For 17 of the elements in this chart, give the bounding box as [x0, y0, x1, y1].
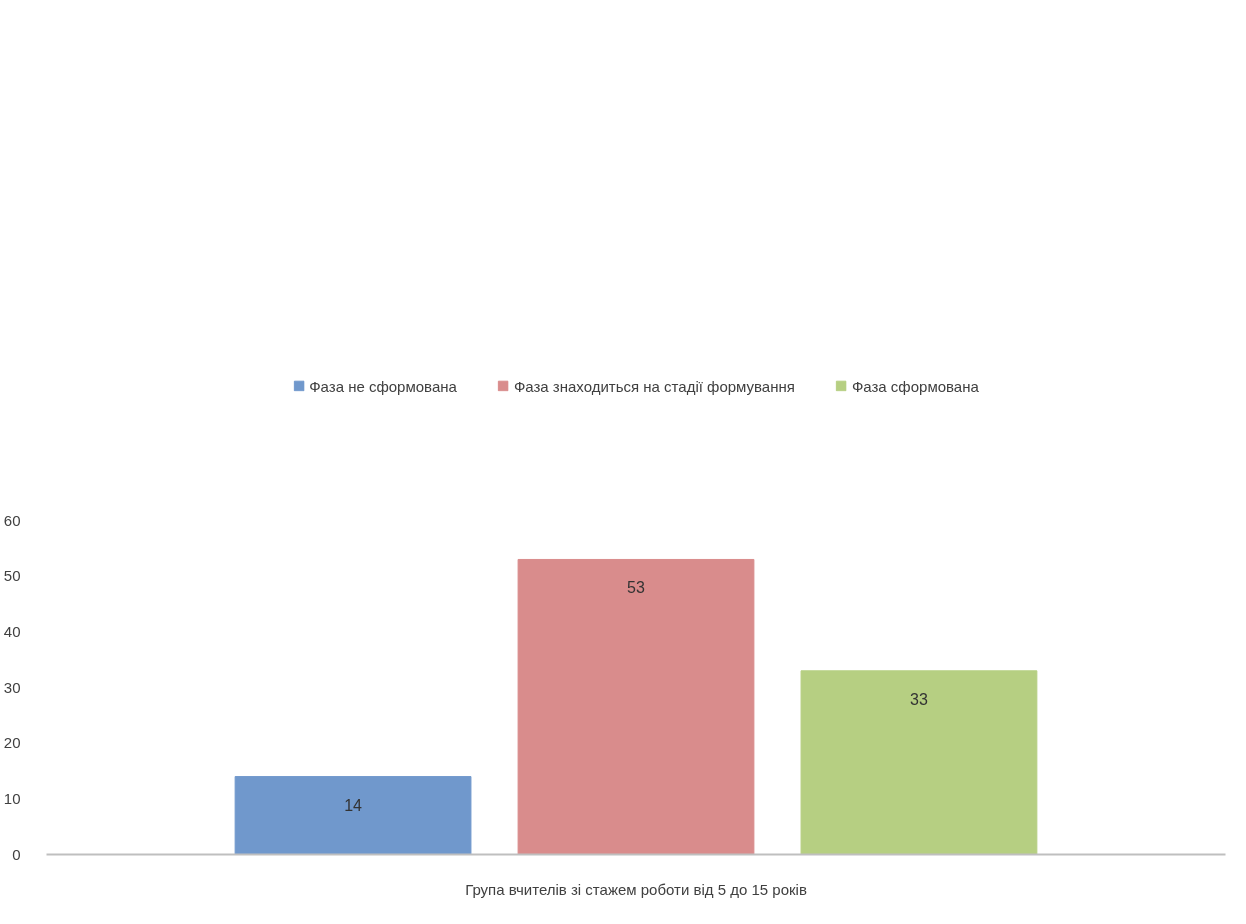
legend-label: Фаза не сформована — [309, 377, 457, 395]
y-tick-label: 30 — [3, 678, 21, 696]
legend-label: Фаза знаходиться на стадії формування — [513, 377, 795, 395]
bar — [234, 776, 472, 855]
bar — [800, 670, 1038, 855]
bar — [517, 558, 755, 855]
data-label: 33 — [910, 690, 928, 708]
y-tick-label: 50 — [3, 567, 21, 585]
data-label: 14 — [344, 796, 363, 814]
y-tick-label: 10 — [3, 789, 21, 807]
legend-label: Фаза сформована — [851, 377, 979, 395]
data-label: 53 — [627, 579, 645, 597]
y-tick-label: 0 — [12, 845, 21, 863]
y-tick-label: 20 — [3, 734, 21, 752]
x-tick-label: Група вчителів зі стажем роботи від 5 до 15 років — [465, 880, 807, 898]
y-tick-label: 40 — [3, 622, 21, 640]
y-tick-label: 60 — [3, 511, 21, 529]
